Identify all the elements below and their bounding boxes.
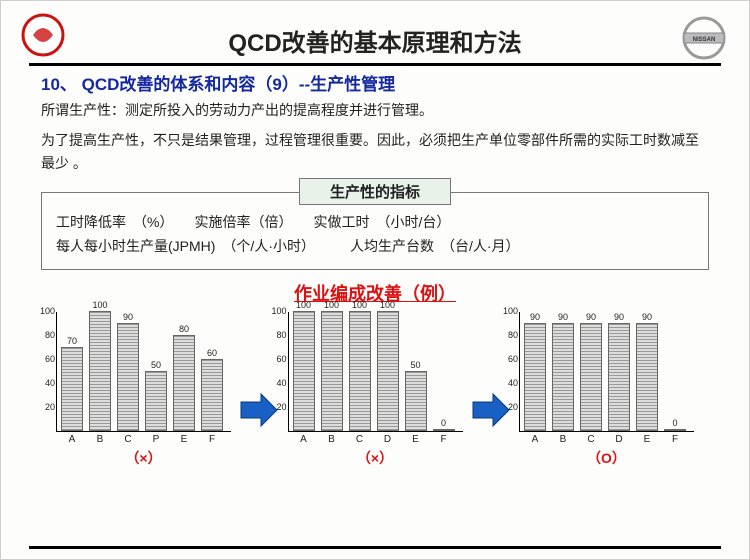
bar: 100 [321,311,343,431]
bar: 50 [145,371,167,431]
bar: 90 [117,323,139,431]
indicator-box: 生产性的指标 工时降低率 （%） 实施倍率（倍） 实做工时 （小时/台） 每人每… [41,192,709,270]
example-title: 作业编成改善（例） [41,280,709,306]
bar: 100 [293,311,315,431]
bar: 90 [524,323,546,431]
slide: QCD改善的基本原理和方法 NISSAN 10、 QCD改善的体系和内容（9）-… [0,0,750,560]
charts-row: 2040608010070A100B90C50P80E60F（×） 204060… [41,312,709,468]
section-heading: 10、 QCD改善的体系和内容（9）--生产性管理 [41,70,709,95]
bar: 90 [608,323,630,431]
bar: 90 [636,323,658,431]
chart-before: 2040608010070A100B90C50P80E60F（×） [56,312,231,468]
bar: 100 [377,311,399,431]
bar: 90 [552,323,574,431]
bar: 90 [580,323,602,431]
indicator-line-1: 工时降低率 （%） 实施倍率（倍） 实做工时 （小时/台） [56,211,694,235]
svg-text:NISSAN: NISSAN [693,37,716,43]
bar: 60 [201,359,223,431]
bar: 0 [433,429,455,431]
bar: 80 [173,335,195,431]
chart-verdict: （×） [288,448,463,468]
body-text-1: 所谓生产性：测定所投入的劳动力产出的提高程度并进行管理。 [41,99,709,121]
slide-title: QCD改善的基本原理和方法 [1,23,749,58]
dongfeng-logo [21,13,65,57]
chart-verdict: （×） [56,448,231,468]
bar: 100 [349,311,371,431]
bar: 0 [664,429,686,431]
bottom-divider [29,546,721,549]
bar: 70 [61,347,83,431]
bar: 50 [405,371,427,431]
content-area: 10、 QCD改善的体系和内容（9）--生产性管理 所谓生产性：测定所投入的劳动… [1,58,749,468]
chart-verdict: （O） [519,448,694,468]
indicator-line-2: 每人每小时生产量(JPMH) （个/人·小时） 人均生产台数 （台/人·月） [56,235,694,259]
indicator-header: 生产性的指标 [299,178,451,205]
chart-mid: 20406080100100A100B100C100D50E0F（×） [288,312,463,468]
title-divider [29,63,721,66]
bar: 100 [89,311,111,431]
body-text-2: 为了提高生产性，不只是结果管理，过程管理很重要。因此，必须把生产单位零部件所需的… [41,129,709,174]
chart-after: 2040608010090A90B90C90D90E0F（O） [519,312,694,468]
nissan-logo: NISSAN [679,13,729,63]
